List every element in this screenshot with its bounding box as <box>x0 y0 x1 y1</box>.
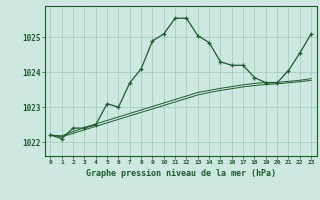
X-axis label: Graphe pression niveau de la mer (hPa): Graphe pression niveau de la mer (hPa) <box>86 169 276 178</box>
